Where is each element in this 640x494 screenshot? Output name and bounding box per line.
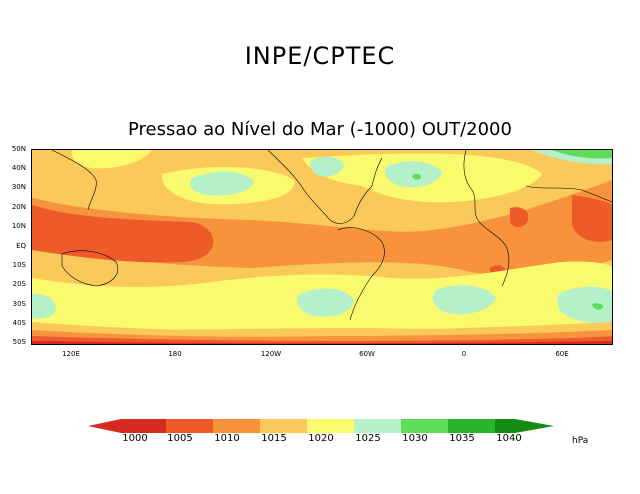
colorbar-swatch-1005 [166,419,213,433]
sahara-low-1005 [510,207,529,228]
west-pacific-1005 [32,205,214,263]
coast-east-asia [51,150,97,211]
south-atlantic-1025 [432,285,496,315]
colorbar-label-1025: 1025 [355,433,381,444]
lon-label-120e: 120E [62,350,80,358]
coast-north-america [267,150,383,224]
colorbar-swatch-1010 [213,419,260,433]
lat-label-30s: 30S [12,300,26,308]
coast-south-america [337,227,385,321]
south-indian-1030 [592,303,604,310]
lat-label-20n: 20N [11,203,26,211]
lat-label-10s: 10S [12,261,26,269]
coast-australia [61,250,118,287]
north-pacific-1025 [190,171,254,196]
colorbar-swatch-1000 [121,419,166,433]
colorbar-unit: hPa [572,436,589,446]
map-title: Pressao ao Nível do Mar (-1000) OUT/2000 [128,119,512,140]
colorbar-swatch-1035 [448,419,495,433]
colorbar-label-1010: 1010 [214,433,240,444]
north-atlantic-1030 [412,173,422,180]
colorbar-swatch-1025 [354,419,401,433]
pressure-field [32,150,612,344]
lat-label-30n: 30N [11,183,26,191]
north-america-1025 [309,156,344,177]
colorbar [88,419,554,433]
lat-label-eq: EQ [16,242,26,250]
south-indian-1025 [32,293,56,319]
org-title: INPE/CPTEC [244,42,396,70]
colorbar-swatch-1020 [307,419,354,433]
colorbar-label-1035: 1035 [449,433,475,444]
south-1005-band [32,336,612,344]
lon-label-60w: 60W [359,350,375,358]
south-pacific-1025 [297,288,354,317]
siberia-1030 [552,150,612,159]
coast-asia-australia [525,185,612,203]
colorbar-label-1040: 1040 [496,433,522,444]
south-1000-band [32,341,612,344]
lon-label-0: 0 [461,350,467,358]
colorbar-label-1030: 1030 [402,433,428,444]
colorbar-swatch-1030 [401,419,448,433]
lat-label-50n: 50N [11,145,26,153]
pressure-map [31,149,613,345]
colorbar-label-1020: 1020 [308,433,334,444]
colorbar-arrow-high [515,419,554,433]
coast-europe-africa [463,150,510,287]
arabia-low-1005 [572,195,612,242]
lat-label-40n: 40N [11,164,26,172]
colorbar-label-1005: 1005 [167,433,193,444]
colorbar-label-1015: 1015 [261,433,287,444]
lon-label-60e: 60E [555,350,569,358]
north-atlantic-1025 [385,161,442,188]
colorbar-swatch-1015 [260,419,307,433]
lat-label-50s: 50S [12,338,26,346]
lat-label-10n: 10N [11,222,26,230]
lon-label-180: 180 [168,350,182,358]
asia-north-1020 [71,150,152,169]
lon-label-120w: 120W [260,350,282,358]
lat-label-40s: 40S [12,319,26,327]
south-indian-east-1025 [557,286,612,324]
colorbar-swatch-1040 [495,419,515,433]
lat-label-20s: 20S [12,280,26,288]
colorbar-label-1000: 1000 [122,433,148,444]
coastlines [51,150,612,321]
colorbar-arrow-low [88,419,121,433]
